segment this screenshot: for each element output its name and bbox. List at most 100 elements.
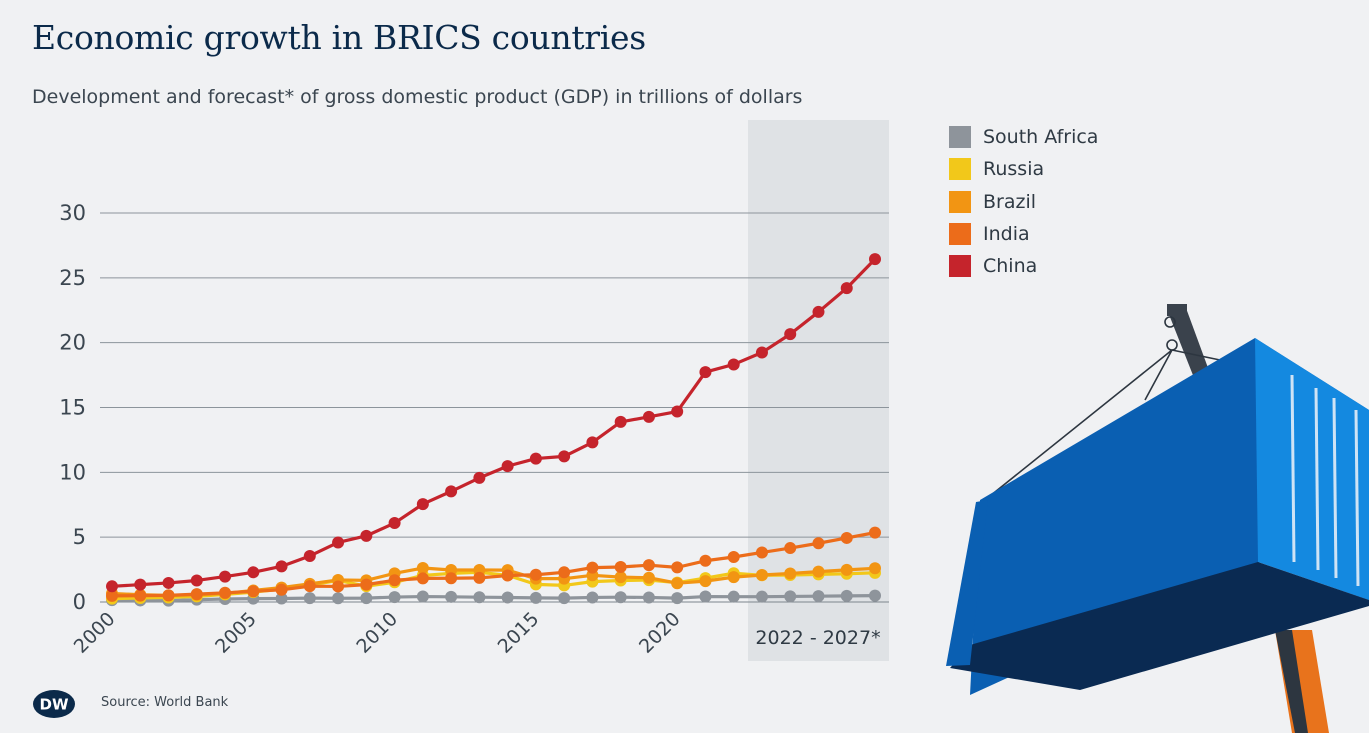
data-point-china bbox=[699, 366, 712, 379]
container-cables bbox=[984, 316, 1221, 501]
data-point-china bbox=[869, 253, 881, 266]
crane-hook-block bbox=[1167, 304, 1187, 316]
data-point-brazil bbox=[755, 569, 768, 582]
data-point-india bbox=[106, 589, 118, 602]
data-point-south-africa bbox=[445, 590, 458, 603]
crane-arm-lower-shade bbox=[1275, 630, 1308, 733]
data-point-india bbox=[755, 546, 768, 559]
data-point-south-africa bbox=[388, 591, 401, 604]
series-line-india bbox=[111, 531, 876, 598]
data-point-china bbox=[784, 328, 797, 341]
legend-item-south-africa: South Africa bbox=[949, 121, 1098, 153]
data-point-brazil bbox=[869, 562, 881, 575]
data-point-south-africa bbox=[614, 591, 627, 604]
x-tick-label: 2010 bbox=[352, 608, 402, 658]
data-point-india bbox=[190, 588, 203, 601]
data-point-china bbox=[671, 405, 684, 418]
data-point-china bbox=[840, 282, 853, 295]
y-axis-ticks: 0 5 10 15 20 25 30 bbox=[59, 201, 86, 614]
data-point-china bbox=[416, 498, 429, 511]
data-point-china bbox=[445, 485, 458, 498]
data-point-india bbox=[869, 526, 881, 539]
data-point-india bbox=[303, 580, 316, 593]
source-note: Source: World Bank bbox=[101, 695, 229, 710]
data-point-south-africa bbox=[360, 592, 373, 605]
legend-swatch bbox=[949, 190, 971, 213]
data-point-india bbox=[812, 537, 825, 550]
data-point-south-africa bbox=[699, 590, 712, 603]
data-point-south-africa bbox=[755, 590, 768, 603]
data-point-china bbox=[332, 536, 345, 549]
data-point-south-africa bbox=[727, 590, 740, 603]
data-point-south-africa bbox=[558, 592, 571, 605]
data-point-china bbox=[162, 576, 175, 589]
data-point-south-africa bbox=[812, 590, 825, 603]
data-point-china bbox=[219, 570, 232, 583]
data-point-china bbox=[303, 549, 316, 562]
data-point-brazil bbox=[642, 571, 655, 584]
data-point-india bbox=[642, 559, 655, 572]
data-point-brazil bbox=[812, 565, 825, 578]
container-door-bars bbox=[1290, 374, 1360, 587]
data-point-india bbox=[162, 589, 175, 602]
data-point-india bbox=[388, 574, 401, 587]
data-point-south-africa bbox=[840, 589, 853, 602]
legend-swatch bbox=[949, 158, 971, 181]
data-point-south-africa bbox=[529, 591, 542, 604]
legend-item-russia: Russia bbox=[949, 153, 1098, 185]
series-line-china bbox=[111, 258, 877, 588]
data-point-south-africa bbox=[784, 590, 797, 603]
container-bottom bbox=[950, 562, 1369, 690]
data-point-india bbox=[473, 571, 486, 584]
chart-subtitle: Development and forecast* of gross domes… bbox=[32, 86, 803, 108]
data-point-india bbox=[332, 580, 345, 593]
data-point-india bbox=[784, 542, 797, 555]
legend-label: Brazil bbox=[983, 190, 1037, 213]
data-point-south-africa bbox=[869, 589, 881, 602]
data-point-south-africa bbox=[501, 591, 514, 604]
data-point-south-africa bbox=[303, 592, 316, 605]
forecast-label: 2022 - 2027* bbox=[755, 627, 880, 649]
data-point-india bbox=[586, 561, 599, 574]
data-point-china bbox=[360, 529, 373, 542]
data-point-china bbox=[642, 410, 655, 423]
legend-item-india: India bbox=[949, 218, 1098, 250]
y-tick-label: 15 bbox=[59, 396, 86, 420]
data-point-south-africa bbox=[275, 592, 288, 605]
data-point-india bbox=[416, 572, 429, 585]
data-point-india bbox=[727, 551, 740, 564]
y-tick-label: 20 bbox=[59, 331, 86, 355]
y-tick-label: 25 bbox=[59, 266, 86, 290]
data-point-china bbox=[558, 450, 571, 463]
data-point-india bbox=[501, 569, 514, 582]
legend-item-china: China bbox=[949, 250, 1098, 282]
data-point-china bbox=[812, 305, 825, 318]
data-point-india bbox=[275, 583, 288, 596]
y-tick-label: 0 bbox=[73, 590, 86, 614]
data-point-brazil bbox=[445, 563, 458, 576]
data-point-south-africa bbox=[416, 590, 429, 603]
legend-swatch bbox=[949, 223, 971, 246]
data-point-china bbox=[134, 578, 147, 591]
data-point-china bbox=[614, 415, 627, 428]
chart-title: Economic growth in BRICS countries bbox=[32, 18, 646, 57]
x-tick-label: 2020 bbox=[635, 608, 685, 658]
y-tick-label: 5 bbox=[73, 525, 86, 549]
data-point-india bbox=[134, 589, 147, 602]
data-point-india bbox=[360, 578, 373, 591]
data-point-china bbox=[388, 517, 401, 530]
container-side bbox=[1255, 338, 1369, 600]
x-axis-ticks: 2000 2005 2010 2015 2020 bbox=[70, 608, 685, 658]
data-point-india bbox=[614, 560, 627, 573]
y-tick-label: 30 bbox=[59, 201, 86, 225]
data-point-south-africa bbox=[473, 591, 486, 604]
data-point-china bbox=[529, 452, 542, 465]
data-point-brazil bbox=[840, 563, 853, 576]
series-lines bbox=[106, 253, 881, 607]
legend-label: China bbox=[983, 255, 1038, 278]
data-point-brazil bbox=[784, 567, 797, 580]
data-point-india bbox=[671, 561, 684, 574]
data-point-china bbox=[501, 460, 514, 473]
dw-logo: DW bbox=[33, 690, 75, 718]
x-tick-label: 2000 bbox=[70, 608, 120, 658]
